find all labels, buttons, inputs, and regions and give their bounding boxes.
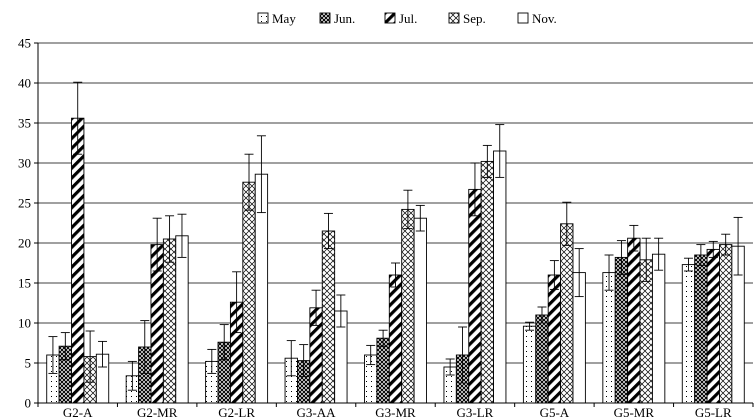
y-tick-label: 5: [25, 356, 32, 371]
bar-g2-mr-sep: [162, 238, 177, 404]
y-tick-label: 0: [25, 396, 32, 411]
x-tick-label: G5-A: [540, 405, 570, 420]
bar-g3-mr-sep: [401, 208, 415, 404]
bar-g5-a-jul: [547, 274, 562, 404]
legend-item-sep: Sep.: [448, 11, 486, 26]
bar-g5-a-jun: [535, 314, 549, 404]
y-tick-label: 10: [18, 316, 31, 331]
legend-label: Jul.: [399, 11, 417, 26]
bar-g3-lr-nov: [493, 150, 507, 404]
x-tick-label: G3-MR: [375, 405, 416, 420]
y-tick-label: 30: [18, 156, 31, 171]
legend-swatch: [319, 12, 331, 24]
y-tick-label: 40: [18, 76, 31, 91]
x-tick-label: G5-MR: [614, 405, 655, 420]
legend-swatch: [257, 12, 269, 24]
bar-g3-mr-jun: [376, 337, 390, 404]
error-bars: [48, 81, 743, 391]
y-tick-label: 25: [18, 196, 31, 211]
legend-swatch: [517, 12, 529, 24]
x-axis: G2-A G2-MR G2-LR G3-AA G3-MR G3-LR G5-A G5-MR G5…: [37, 402, 754, 420]
legend-label: May: [272, 11, 296, 26]
x-tick-label: G5-LR: [695, 405, 732, 420]
legend-swatch: [384, 12, 396, 24]
bar-g3-lr-jul: [468, 188, 482, 404]
legend-label: Nov.: [532, 11, 557, 26]
bar-g3-lr-sep: [480, 160, 494, 404]
bar-g5-a-may: [522, 325, 537, 404]
legend-item-jul: Jul.: [384, 11, 417, 26]
legend-label: Sep.: [463, 11, 486, 26]
y-tick-label: 15: [18, 276, 31, 291]
bar-g2-a-jul: [71, 117, 85, 404]
x-tick-label: G3-LR: [457, 405, 494, 420]
bar-g2-lr-sep: [242, 181, 256, 404]
bar-g5-mr-jun: [614, 256, 629, 404]
bar-g5-lr-jun: [694, 254, 708, 404]
bar-g5-mr-nov: [651, 253, 666, 404]
x-tick-label: G2-MR: [137, 405, 178, 420]
bar-g5-lr-sep: [719, 244, 733, 404]
legend-label: Jun.: [334, 11, 355, 26]
legend: May Jun. Jul. Sep. Nov.: [257, 11, 557, 26]
y-tick-label: 20: [18, 236, 31, 251]
bar-g3-mr-nov: [413, 217, 427, 404]
legend-item-may: May: [257, 11, 296, 26]
bar-g5-lr-jul: [706, 248, 720, 404]
bars: [46, 117, 745, 404]
bar-g3-mr-jul: [388, 274, 403, 404]
legend-item-jun: Jun.: [319, 11, 355, 26]
legend-item-nov: Nov.: [517, 11, 557, 26]
legend-swatch: [448, 12, 460, 24]
bar-g5-a-sep: [560, 223, 574, 404]
y-axis: 0 5 10 15 20 25 30 35 40 45: [18, 36, 39, 411]
bar-g3-aa-sep: [321, 230, 336, 404]
bar-g2-mr-nov: [175, 235, 189, 404]
bar-g5-lr-may: [681, 264, 696, 404]
y-tick-label: 45: [18, 36, 31, 51]
x-tick-label: G2-LR: [218, 405, 255, 420]
x-tick-label: G3-AA: [297, 405, 337, 420]
bar-g5-mr-may: [602, 272, 616, 404]
bar-g5-mr-jul: [627, 237, 641, 404]
y-tick-label: 35: [18, 116, 31, 131]
x-tick-label: G2-A: [63, 405, 93, 420]
